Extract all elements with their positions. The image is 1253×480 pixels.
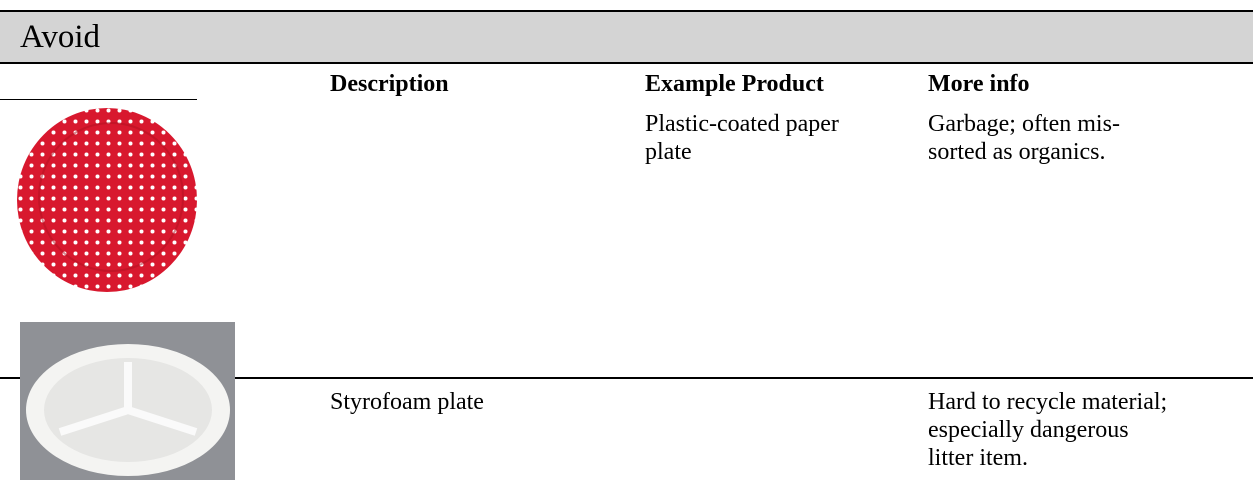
- plate-image: [17, 108, 197, 292]
- title-bar: Avoid: [0, 10, 1253, 64]
- row-divider: [0, 99, 197, 100]
- description-text: Styrofoam plate: [330, 389, 484, 415]
- column-header: More info: [928, 71, 1030, 97]
- section-title: Avoid: [20, 19, 101, 55]
- plate-image: [20, 322, 235, 480]
- column-header: Description: [330, 71, 449, 97]
- example-text: Plastic-coated paper plate: [645, 111, 839, 165]
- row-divider: [0, 377, 1253, 379]
- column-header: Example Product: [645, 71, 824, 97]
- info-text: Hard to recycle material; especially dan…: [928, 389, 1168, 471]
- info-text: Garbage; often mis-sorted as organics.: [928, 111, 1120, 165]
